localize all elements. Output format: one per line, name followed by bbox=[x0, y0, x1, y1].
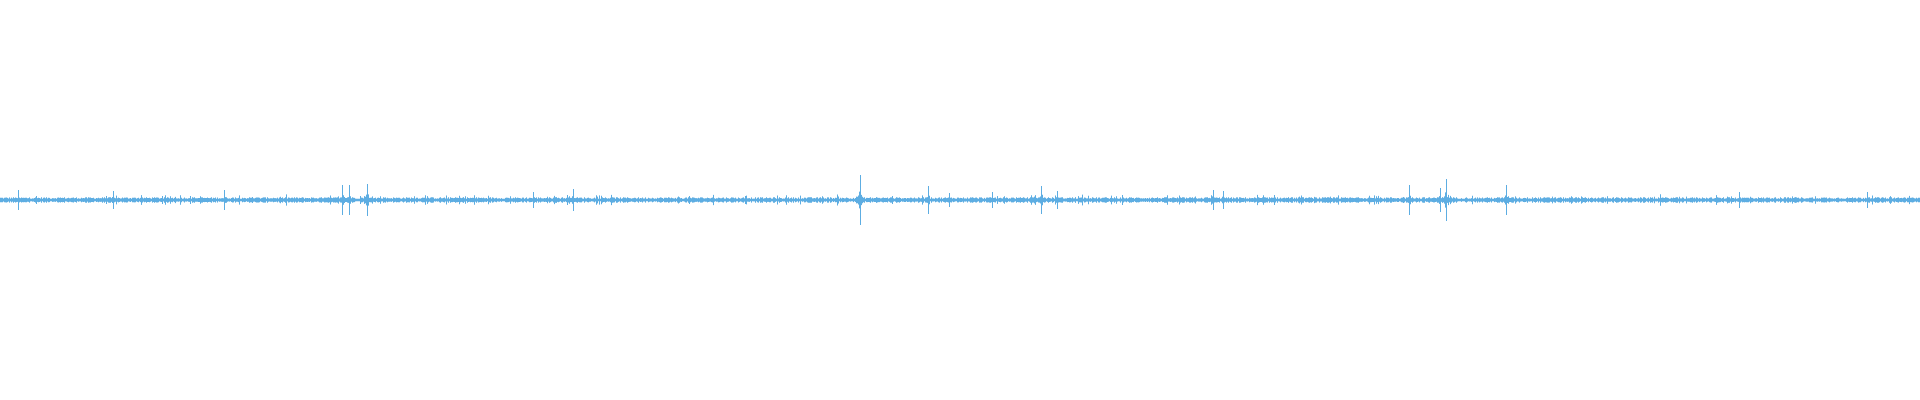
waveform-peaks bbox=[0, 175, 1920, 225]
